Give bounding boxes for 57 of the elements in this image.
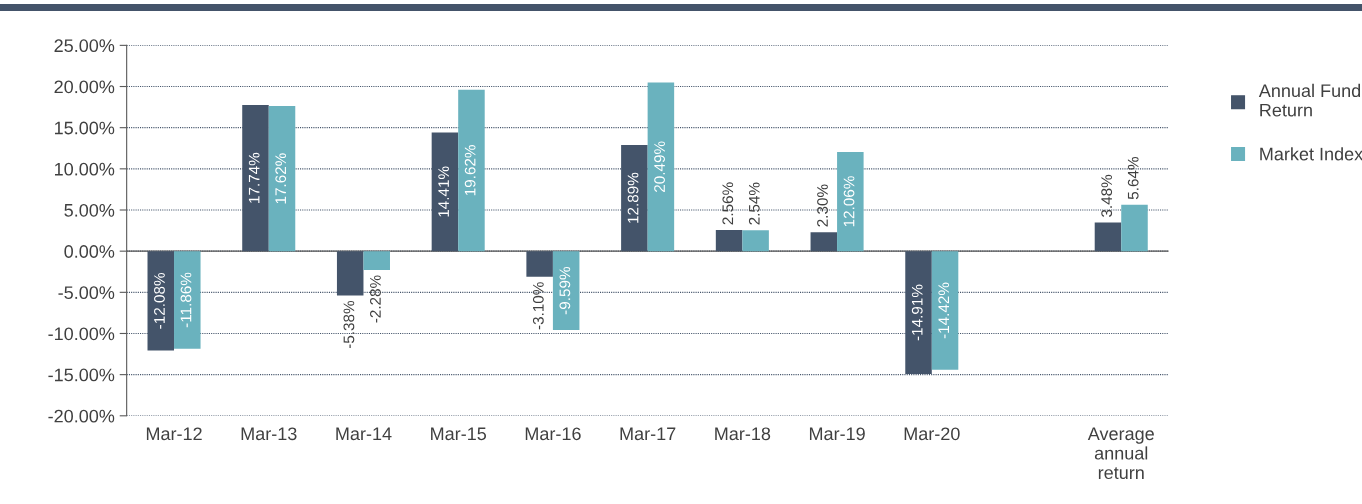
x-tick-label: Mar-13: [241, 427, 297, 441]
data-label: 2.56%: [722, 182, 734, 225]
y-tick-label: 25.00%: [54, 39, 115, 53]
data-label: 12.89%: [627, 172, 639, 223]
y-tick-label: -20.00%: [48, 409, 115, 423]
x-tick-label: Mar-19: [809, 427, 865, 441]
bar: [742, 230, 769, 252]
bar: [363, 251, 390, 270]
y-tick-label: 5.00%: [64, 203, 115, 217]
x-tick-label: Mar-18: [715, 427, 771, 441]
y-tick-label: 10.00%: [55, 162, 115, 176]
data-label: 3.48%: [1101, 174, 1113, 217]
bar: [268, 106, 296, 252]
y-tick-label: -5.00%: [58, 286, 115, 300]
data-label: -14.42%: [938, 282, 950, 339]
data-label: -12.08%: [154, 272, 165, 329]
legend-label: Market Index: [1260, 147, 1362, 161]
data-label: 20.49%: [654, 141, 665, 192]
bar: [810, 232, 838, 252]
bar: [647, 82, 675, 252]
bar: [1094, 222, 1122, 252]
data-label: -2.28%: [370, 275, 381, 323]
bar: [931, 251, 959, 370]
x-tick-label: Mar-17: [620, 427, 676, 441]
data-label: -11.86%: [180, 272, 192, 328]
bar: [458, 89, 485, 252]
x-tick-label: Average annual return: [1087, 427, 1154, 480]
data-label: 14.41%: [438, 166, 449, 217]
y-tick-label: 15.00%: [55, 121, 115, 135]
bar: [1121, 204, 1148, 252]
x-tick-label: Mar-15: [431, 427, 487, 441]
data-label: -14.91%: [911, 284, 923, 341]
bar: [837, 151, 864, 252]
y-tick-label: 0.00%: [64, 245, 115, 258]
data-label: 2.54%: [748, 182, 760, 225]
data-label: -9.59%: [559, 266, 571, 315]
data-label: 17.62%: [275, 153, 287, 204]
x-tick-label: Mar-16: [525, 427, 581, 441]
y-tick-label: 20.00%: [54, 80, 115, 94]
x-tick-label: Mar-12: [146, 427, 202, 441]
y-tick-label: -15.00%: [48, 368, 115, 382]
bar: [715, 230, 743, 252]
data-label: 12.06%: [843, 176, 855, 227]
y-tick-label: -10.00%: [48, 327, 115, 341]
x-tick-label: Mar-14: [336, 427, 392, 441]
bar: [174, 251, 201, 349]
bar: [526, 251, 553, 277]
bar: [552, 251, 580, 331]
data-label: 19.62%: [464, 145, 476, 196]
data-label: 17.74%: [248, 152, 260, 203]
legend-label: Annual Fund Return: [1258, 83, 1361, 117]
data-label: -3.10%: [532, 282, 544, 330]
bar: [431, 132, 459, 252]
data-label: -5.38%: [343, 300, 355, 349]
x-tick-label: Mar-20: [904, 427, 960, 441]
data-label: 2.30%: [817, 184, 828, 227]
data-label: 5.64%: [1127, 157, 1139, 200]
